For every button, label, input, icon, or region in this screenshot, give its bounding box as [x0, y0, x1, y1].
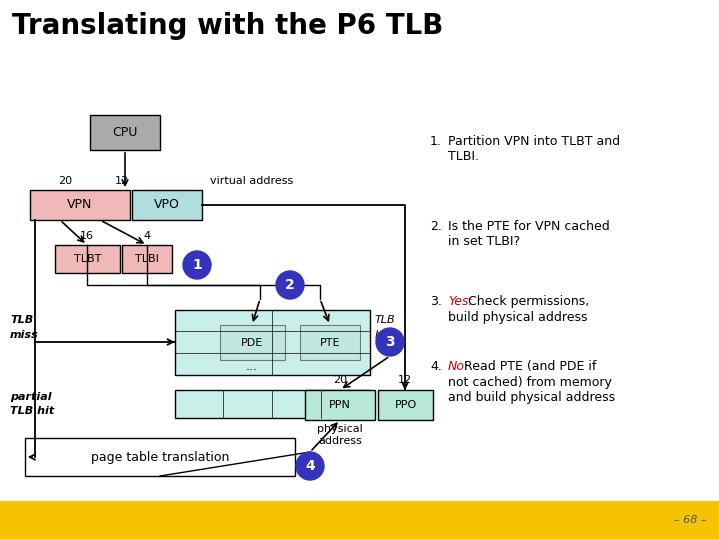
Text: PTE: PTE	[320, 337, 340, 348]
Text: 4.: 4.	[430, 360, 442, 373]
Text: 3: 3	[385, 335, 395, 349]
Text: partial: partial	[10, 392, 52, 402]
Text: Partition VPN into TLBT and
TLBI.: Partition VPN into TLBT and TLBI.	[448, 135, 620, 163]
Bar	[220, 325, 285, 360]
Text: miss: miss	[10, 330, 39, 340]
Bar	[175, 390, 370, 418]
Text: TLB hit: TLB hit	[10, 406, 54, 416]
Bar	[55, 245, 120, 273]
Bar	[90, 115, 160, 150]
Text: 4: 4	[305, 459, 315, 473]
Text: Is the PTE for VPN cached
in set TLBI?: Is the PTE for VPN cached in set TLBI?	[448, 220, 610, 248]
Text: ...: ...	[246, 361, 258, 374]
Text: VPN: VPN	[68, 198, 93, 211]
Text: Translating with the P6 TLB: Translating with the P6 TLB	[12, 12, 444, 40]
Bar	[378, 390, 433, 420]
Text: 3.: 3.	[430, 295, 442, 308]
Bar	[175, 310, 370, 375]
Text: Read PTE (and PDE if: Read PTE (and PDE if	[460, 360, 596, 373]
Text: PDE: PDE	[242, 337, 264, 348]
Text: TLBT: TLBT	[74, 254, 101, 264]
Text: 16: 16	[80, 231, 94, 241]
Text: Check permissions,: Check permissions,	[464, 295, 589, 308]
Text: TLB: TLB	[10, 315, 33, 325]
Bar	[300, 325, 360, 360]
Text: No:: No:	[448, 360, 470, 373]
Text: 20: 20	[58, 176, 72, 186]
Circle shape	[376, 328, 404, 356]
Circle shape	[276, 271, 304, 299]
Text: Yes:: Yes:	[448, 295, 473, 308]
Text: 20: 20	[333, 375, 347, 385]
Text: 2.: 2.	[430, 220, 442, 233]
Text: VPO: VPO	[154, 198, 180, 211]
Text: physical
address: physical address	[317, 424, 363, 446]
Circle shape	[183, 251, 211, 279]
Text: virtual address: virtual address	[210, 176, 293, 186]
Text: hit: hit	[375, 330, 390, 340]
Text: TLBI: TLBI	[135, 254, 159, 264]
Text: 1: 1	[192, 258, 202, 272]
Text: TLB: TLB	[375, 315, 395, 325]
Text: PPN: PPN	[329, 400, 351, 410]
Circle shape	[296, 452, 324, 480]
Bar	[0, 501, 719, 539]
Text: page table translation: page table translation	[91, 451, 229, 464]
Bar	[305, 390, 375, 420]
Text: CPU: CPU	[112, 126, 137, 139]
Text: 2: 2	[285, 278, 295, 292]
Text: 12: 12	[115, 176, 129, 186]
Text: PPO: PPO	[395, 400, 416, 410]
Bar	[132, 190, 202, 220]
Text: build physical address: build physical address	[448, 311, 587, 324]
Bar	[122, 245, 172, 273]
Text: 12: 12	[398, 375, 412, 385]
Bar	[25, 438, 295, 476]
Bar	[30, 190, 130, 220]
Text: 4: 4	[143, 231, 150, 241]
Text: not cached) from memory
and build physical address: not cached) from memory and build physic…	[448, 376, 615, 404]
Text: 1.: 1.	[430, 135, 442, 148]
Text: – 68 –: – 68 –	[674, 515, 707, 525]
